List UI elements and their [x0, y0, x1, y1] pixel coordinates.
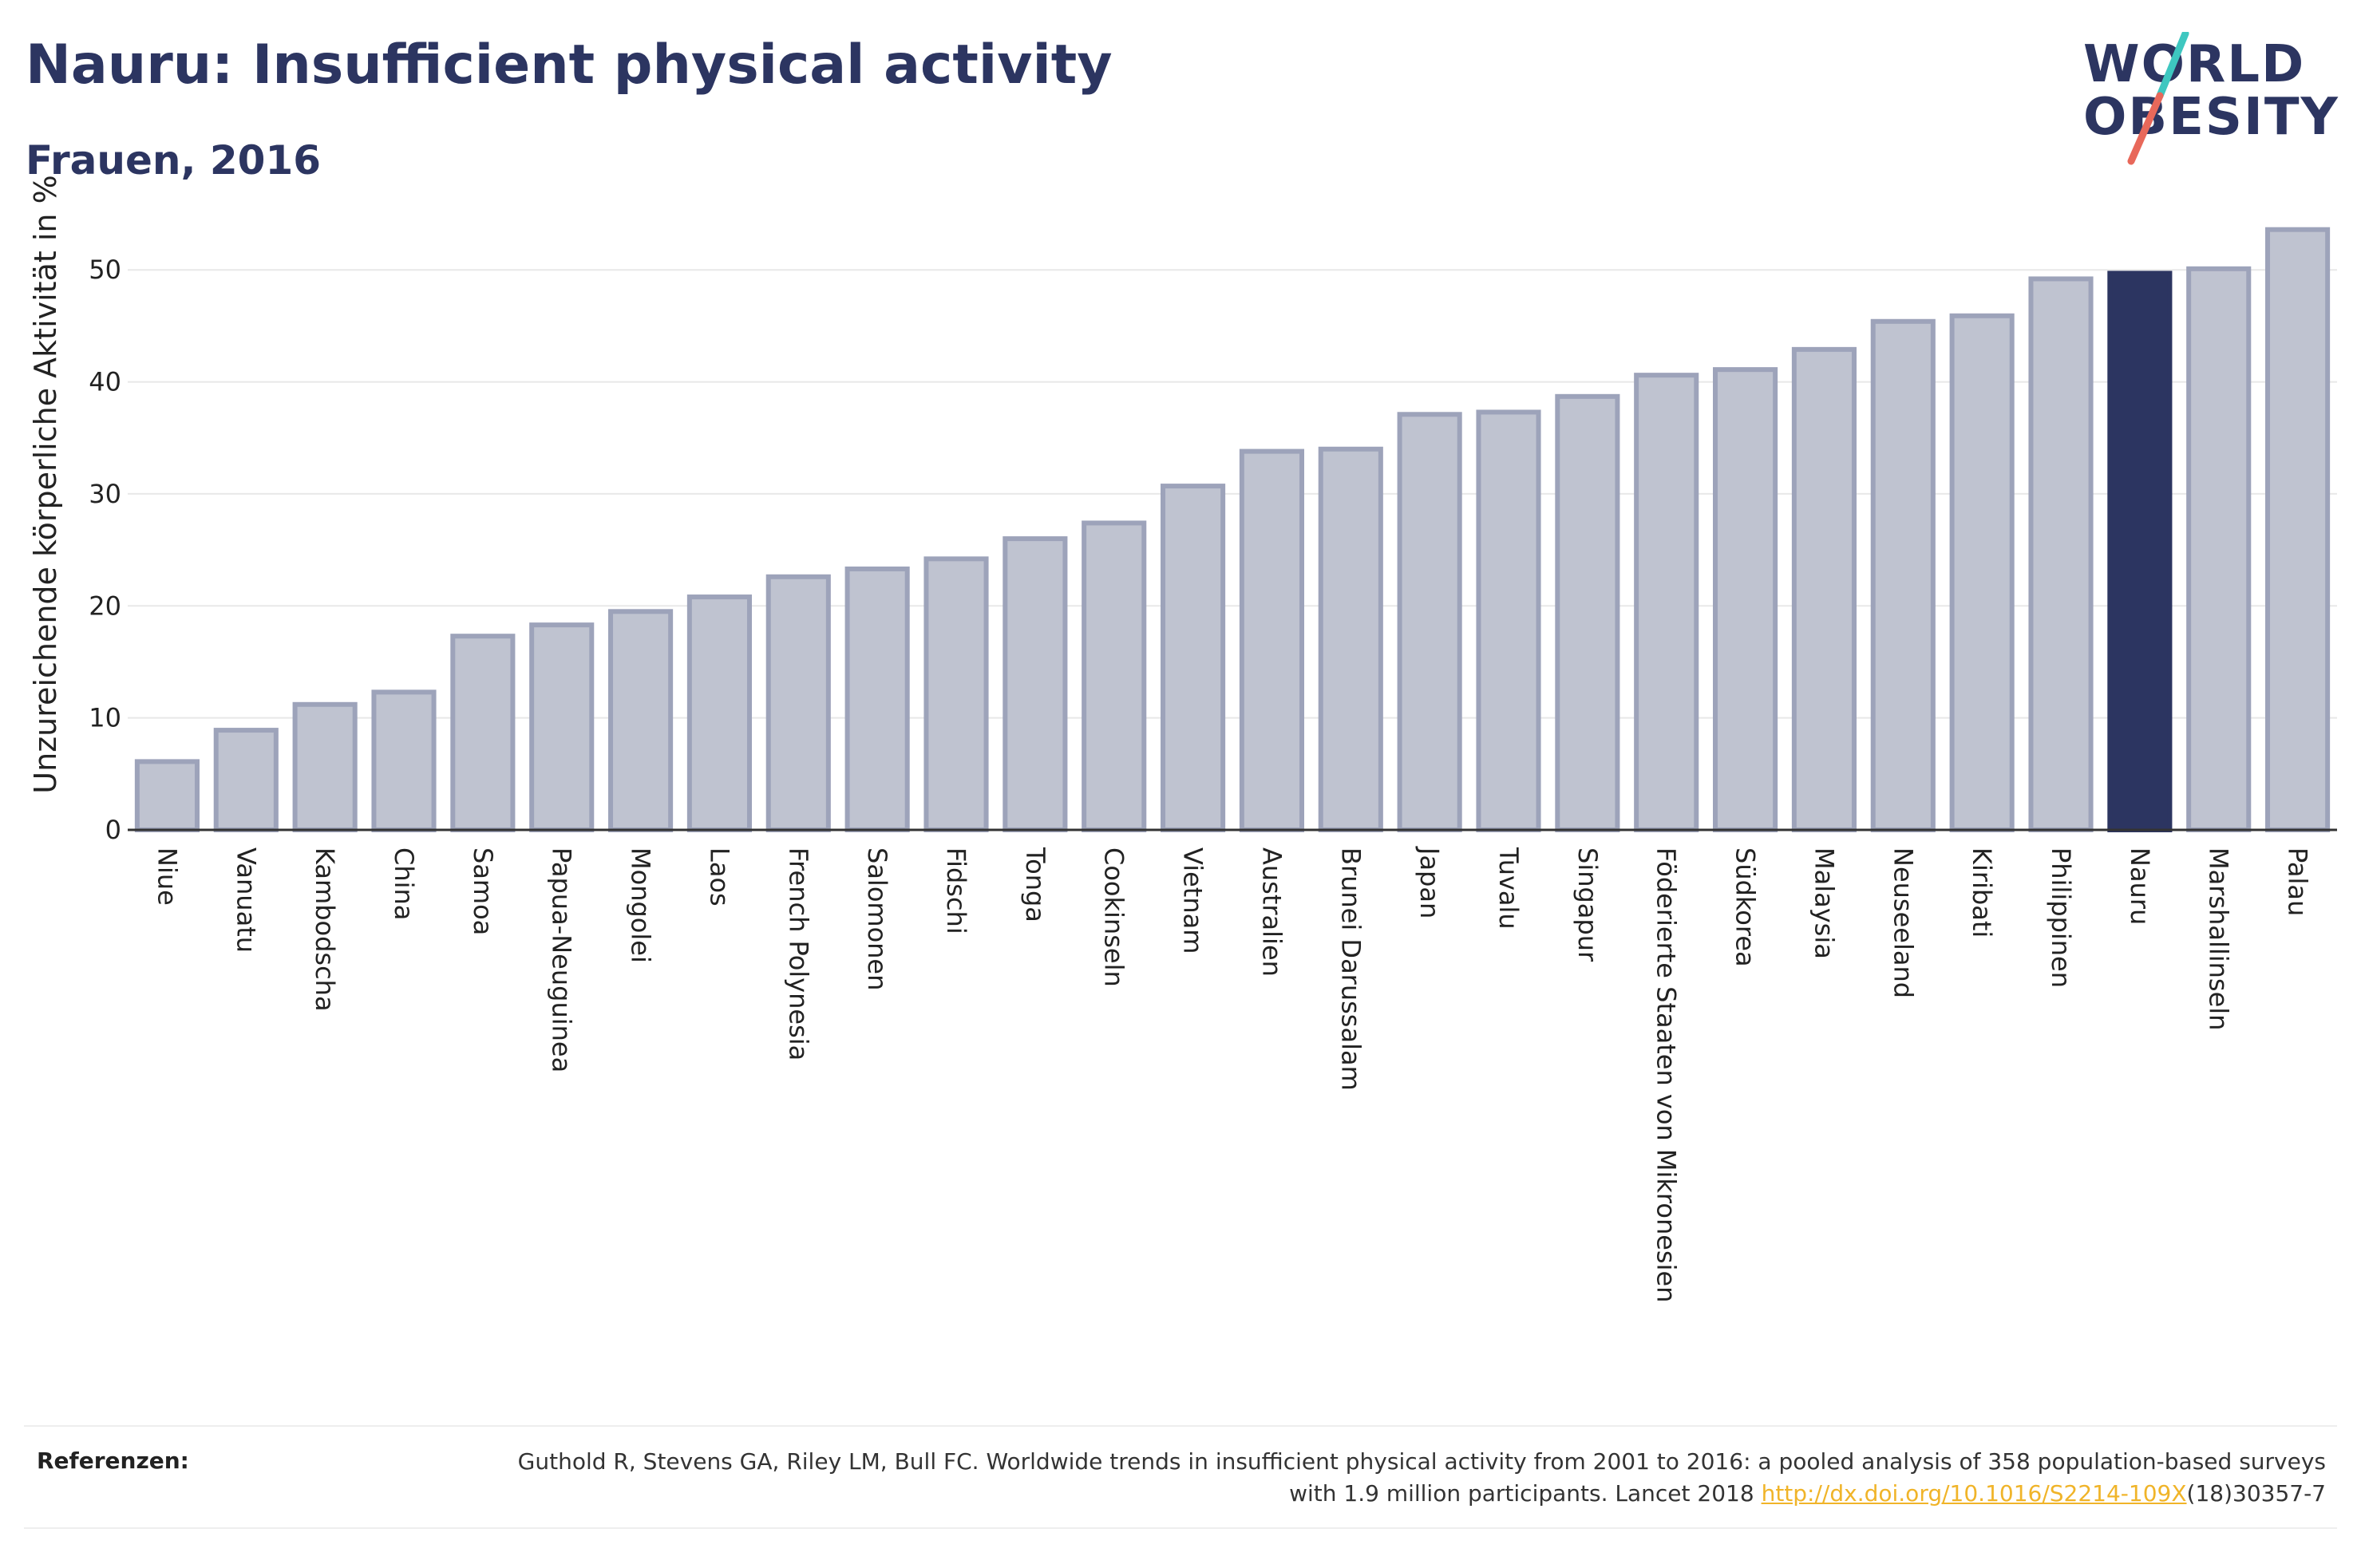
world-obesity-logo: WORLD OBESITY: [2083, 32, 2347, 168]
bar-cookinseln: [1082, 520, 1147, 833]
x-tick-label: Australien: [1256, 847, 1287, 977]
bars: [134, 227, 2331, 833]
x-tick-label: French Polynesia: [783, 847, 813, 1060]
bar-chart: 0 10 20 30 40 50 Niue Vanuatu Kambodscha China Sam…: [28, 175, 2337, 1302]
bar-nauru: [2107, 271, 2173, 832]
bar-samoa: [450, 634, 516, 832]
bar-neuseeland: [1870, 318, 1936, 832]
x-tick-label: Niue: [152, 847, 182, 906]
x-tick-label: Föderierte Staaten von Mikronesien: [1651, 847, 1682, 1302]
bar-vietnam: [1161, 484, 1226, 832]
x-tick-label: Salomonen: [862, 847, 892, 990]
x-tick-label: Kambodscha: [310, 847, 340, 1012]
y-tick-label: 0: [105, 815, 121, 845]
bar-salomonen: [844, 566, 910, 832]
y-tick-label: 30: [89, 479, 121, 509]
bar-kiribati: [1949, 313, 2015, 832]
y-tick-label: 40: [89, 367, 121, 397]
bar-australien: [1239, 448, 1304, 832]
chart-title: Nauru: Insufficient physical activity: [26, 34, 1113, 97]
bar-tuvalu: [1476, 409, 1541, 832]
chart-subtitle: Frauen, 2016: [26, 137, 322, 184]
bar-brunei-darussalam: [1318, 446, 1383, 832]
bar-tonga: [1003, 536, 1068, 832]
bar-philippinen: [2028, 276, 2094, 832]
bar-föderierte-staaten-von-mikronesien: [1634, 373, 1699, 832]
bar-mongolei: [608, 609, 674, 833]
x-tick-label: Vanuatu: [231, 847, 261, 953]
x-tick-label: Laos: [704, 847, 734, 906]
bar-japan: [1397, 412, 1462, 832]
bar-laos: [686, 594, 752, 832]
logo-slash-icon: [2127, 32, 2189, 165]
reference-citation: Guthold R, Stevens GA, Riley LM, Bull FC…: [517, 1448, 2326, 1507]
x-tick-label: Papua-Neuguinea: [547, 847, 577, 1072]
bar-french-polynesia: [765, 574, 831, 832]
y-tick-label: 50: [89, 255, 121, 285]
y-tick-label: 10: [89, 703, 121, 733]
bar-singapur: [1555, 393, 1620, 832]
references-section: Referenzen: Guthold R, Stevens GA, Riley…: [24, 1425, 2337, 1529]
x-tick-label: Fidschi: [941, 847, 971, 934]
x-tick-label: Tuvalu: [1493, 847, 1524, 930]
y-tick-label: 20: [89, 590, 121, 621]
logo-line-2: OBESITY: [2083, 88, 2339, 147]
bar-vanuatu: [213, 728, 279, 833]
bar-palau: [2265, 227, 2331, 832]
x-tick-label: Cookinseln: [1099, 847, 1129, 987]
x-tick-label: Vietnam: [1178, 847, 1208, 954]
reference-doi-suffix: (18)30357-7: [2186, 1480, 2326, 1507]
x-tick-label: Neuseeland: [1888, 847, 1918, 998]
x-tick-label: Brunei Darussalam: [1335, 847, 1366, 1091]
x-tick-label: Samoa: [468, 847, 498, 935]
bar-kambodscha: [292, 701, 358, 832]
bar-marshallinseln: [2186, 266, 2252, 832]
x-tick-label: Singapur: [1572, 847, 1603, 962]
reference-doi-link[interactable]: http://dx.doi.org/10.1016/S2214-109X: [1761, 1480, 2187, 1507]
x-tick-label: Mongolei: [626, 847, 656, 963]
x-tick-label: Nauru: [2125, 847, 2155, 925]
references-label: Referenzen:: [37, 1448, 189, 1474]
tick-labels: 0 10 20 30 40 50 Niue Vanuatu Kambodscha China Sam…: [28, 175, 2313, 1302]
x-tick-label: Philippinen: [2046, 847, 2076, 988]
bar-malaysia: [1791, 346, 1857, 832]
x-tick-label: Südkorea: [1730, 847, 1761, 967]
x-tick-label: Kiribati: [1967, 847, 1997, 938]
y-axis-title: Unzureichende körperliche Aktivität in %: [28, 175, 63, 793]
x-tick-label: Marshallinseln: [2204, 847, 2234, 1030]
bar-china: [371, 689, 437, 832]
x-tick-label: Japan: [1414, 846, 1445, 918]
x-tick-label: Tonga: [1020, 847, 1050, 922]
bar-papua-neuguinea: [529, 622, 595, 832]
bar-fidschi: [923, 556, 989, 832]
references-text: Guthold R, Stevens GA, Riley LM, Bull FC…: [490, 1446, 2326, 1510]
x-tick-label: Palau: [2283, 847, 2313, 916]
logo-line-1: WORLD: [2083, 35, 2306, 94]
x-tick-label: China: [389, 847, 419, 920]
bar-niue: [134, 759, 200, 832]
bar-südkorea: [1713, 367, 1778, 832]
x-tick-label: Malaysia: [1809, 847, 1839, 959]
